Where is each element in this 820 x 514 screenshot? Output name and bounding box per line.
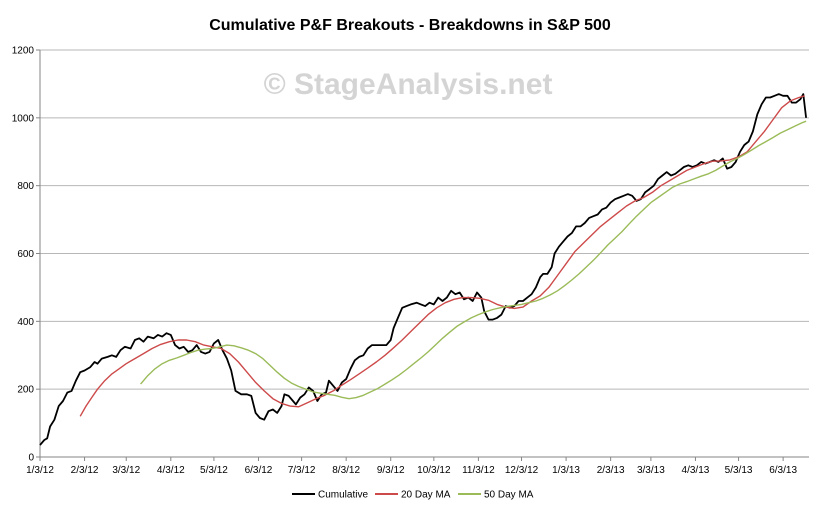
legend-label-2: 50 Day MA [484,490,534,501]
gridlines [40,49,809,390]
chart-title: Cumulative P&F Breakouts - Breakdowns in… [209,17,611,34]
y-tick-label-2: 400 [17,317,34,328]
series-lines [39,93,807,446]
x-tick-label-7: 8/3/12 [332,465,360,476]
x-tick-label-3: 4/3/12 [157,465,185,476]
x-tick-label-5: 6/3/12 [245,465,273,476]
x-axis-ticks: 1/3/12 2/3/12 3/3/12 4/3/12 5/3/12 6/3/12 7/3/… [26,457,797,476]
y-tick-label-5: 1000 [12,113,35,124]
legend: Cumulative 20 Day MA 50 Day MA [292,490,534,501]
x-tick-label-6: 7/3/12 [288,465,316,476]
legend-label-0: Cumulative [318,490,368,501]
watermark: © StageAnalysis.net [264,68,553,101]
x-tick-label-16: 5/3/13 [725,465,753,476]
x-tick-label-9: 10/3/12 [417,465,451,476]
x-tick-label-15: 4/3/13 [682,465,710,476]
y-tick-label-3: 600 [17,249,34,260]
y-tick-label-1: 200 [17,385,34,396]
series-line-2 [140,120,807,400]
x-tick-label-11: 12/3/12 [505,465,539,476]
y-tick-label-6: 1200 [12,46,35,57]
series-line-1 [79,95,805,417]
x-tick-label-2: 3/3/12 [112,465,140,476]
x-tick-label-4: 5/3/12 [200,465,228,476]
x-tick-label-8: 9/3/12 [377,465,405,476]
x-tick-label-13: 2/3/13 [597,465,625,476]
series-line-0 [39,93,807,446]
y-axis-ticks: 0 200 400 600 800 1000 1200 [12,46,40,464]
x-tick-label-10: 11/3/12 [462,465,495,476]
x-tick-label-12: 1/3/13 [552,465,580,476]
x-tick-label-0: 1/3/12 [26,465,54,476]
x-tick-label-17: 6/3/13 [769,465,797,476]
y-tick-label-4: 800 [17,181,34,192]
x-tick-label-14: 3/3/13 [637,465,665,476]
legend-label-1: 20 Day MA [401,490,451,501]
x-tick-label-1: 2/3/12 [71,465,99,476]
y-tick-label-0: 0 [28,453,34,464]
